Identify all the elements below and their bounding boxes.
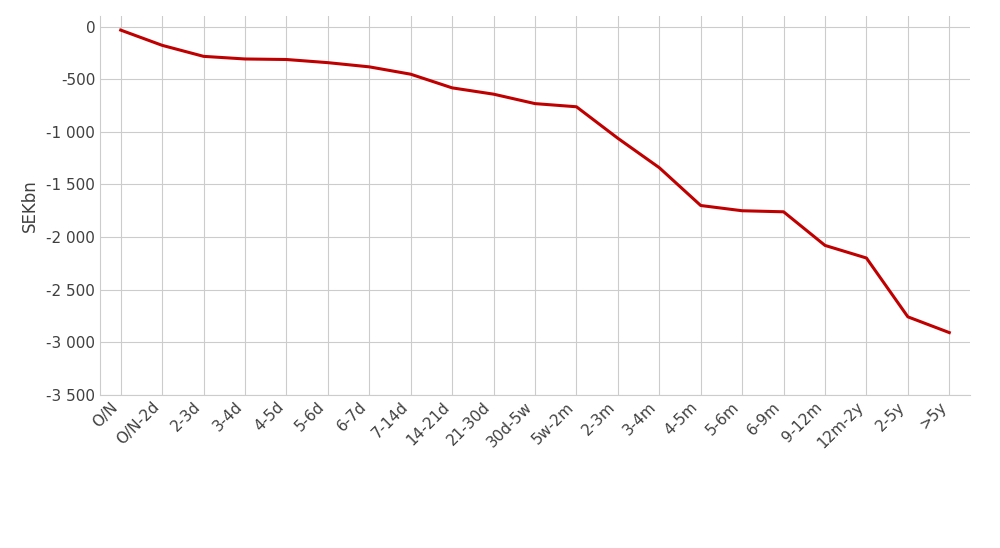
Y-axis label: SEKbn: SEKbn: [21, 179, 39, 232]
